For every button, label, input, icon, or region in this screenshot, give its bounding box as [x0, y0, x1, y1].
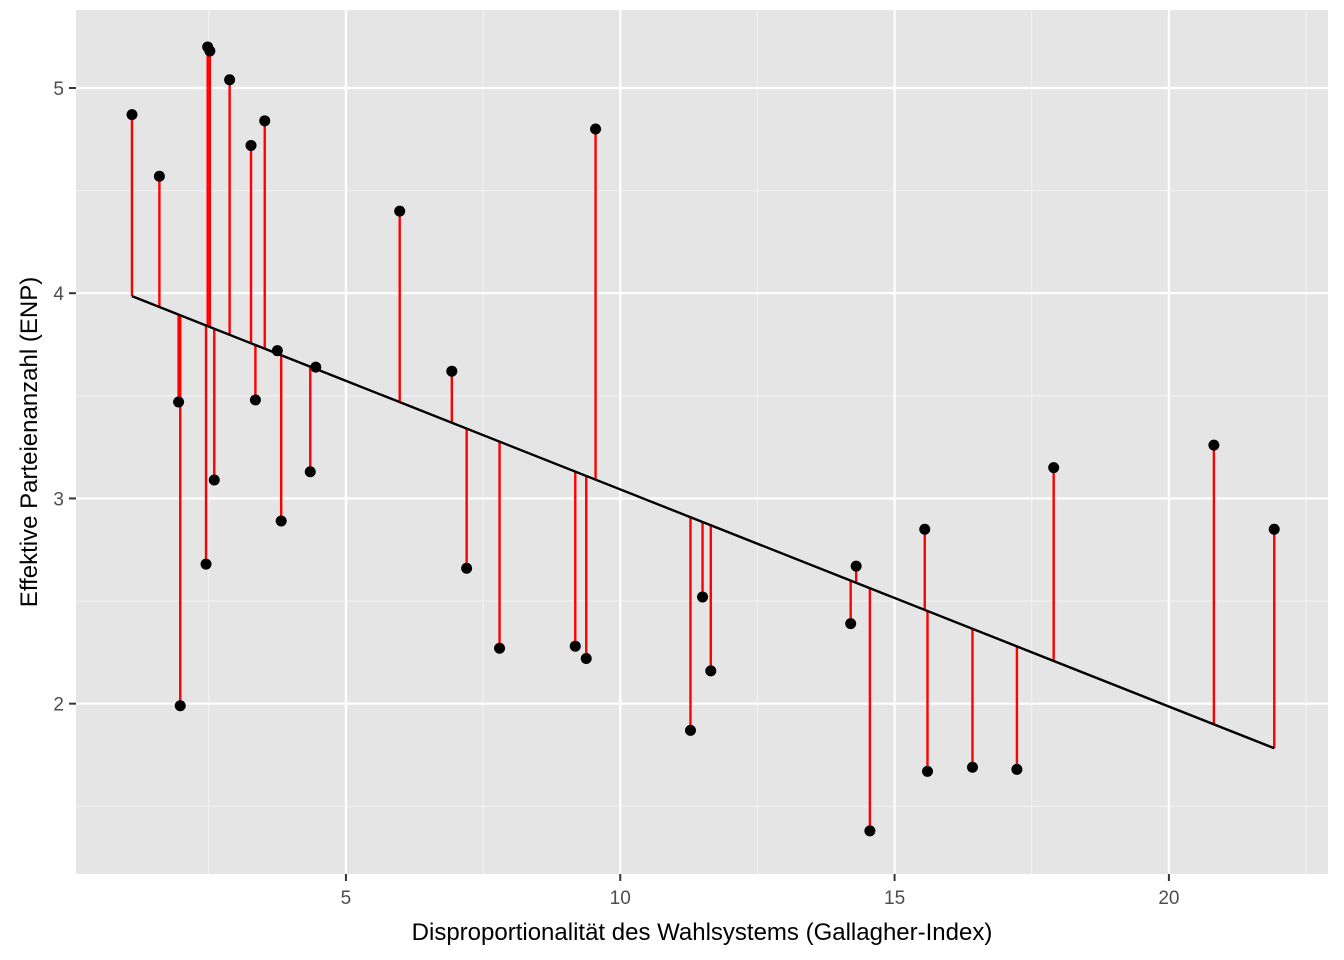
data-point	[1268, 523, 1280, 535]
data-point	[864, 825, 876, 837]
y-tick-label: 3	[53, 489, 64, 510]
minor-grid	[76, 10, 1328, 874]
x-tick-label: 15	[884, 888, 905, 909]
data-point	[569, 640, 581, 652]
y-tick-label: 2	[53, 695, 64, 716]
data-point	[697, 591, 709, 603]
plot-panel	[76, 10, 1328, 874]
data-point	[275, 515, 287, 527]
data-point	[966, 761, 978, 773]
data-point	[310, 361, 322, 373]
data-point	[126, 109, 138, 121]
x-tick-label: 10	[610, 888, 631, 909]
data-point	[1208, 439, 1220, 451]
data-point	[204, 45, 216, 57]
data-point	[224, 74, 236, 86]
data-point	[921, 765, 933, 777]
data-point	[919, 523, 931, 535]
data-point	[461, 562, 473, 574]
data-point	[394, 205, 406, 217]
residual-lines	[130, 46, 1276, 831]
data-point	[245, 139, 257, 151]
data-point	[271, 345, 283, 357]
data-point	[684, 724, 696, 736]
data-points	[126, 41, 1280, 837]
data-point	[174, 700, 186, 712]
data-point	[446, 365, 458, 377]
x-axis-title: Disproportionalität des Wahlsystems (Gal…	[412, 919, 993, 946]
y-tick-label: 4	[53, 284, 64, 305]
data-point	[845, 618, 857, 630]
regression-line	[131, 295, 1275, 750]
data-point	[1048, 462, 1060, 474]
major-grid	[76, 10, 1328, 874]
y-tick-label: 5	[53, 79, 64, 100]
data-point	[200, 558, 212, 570]
y-axis: 2 3 4 5	[53, 79, 76, 716]
x-axis: 5 10 15 20	[341, 874, 1179, 909]
y-axis-title: Effektive Parteienanzahl (ENP)	[16, 277, 43, 607]
data-point	[1011, 763, 1023, 775]
data-point	[590, 123, 602, 135]
data-point	[173, 396, 185, 408]
data-point	[208, 474, 220, 486]
data-point	[249, 394, 261, 406]
data-point	[259, 115, 271, 127]
data-point	[153, 170, 165, 182]
data-point	[494, 642, 506, 654]
regression-line-group	[131, 295, 1275, 750]
data-point	[580, 653, 592, 665]
data-point	[304, 466, 316, 478]
data-point	[705, 665, 717, 677]
x-tick-label: 5	[341, 888, 352, 909]
data-point	[850, 560, 862, 572]
x-tick-label: 20	[1158, 888, 1179, 909]
